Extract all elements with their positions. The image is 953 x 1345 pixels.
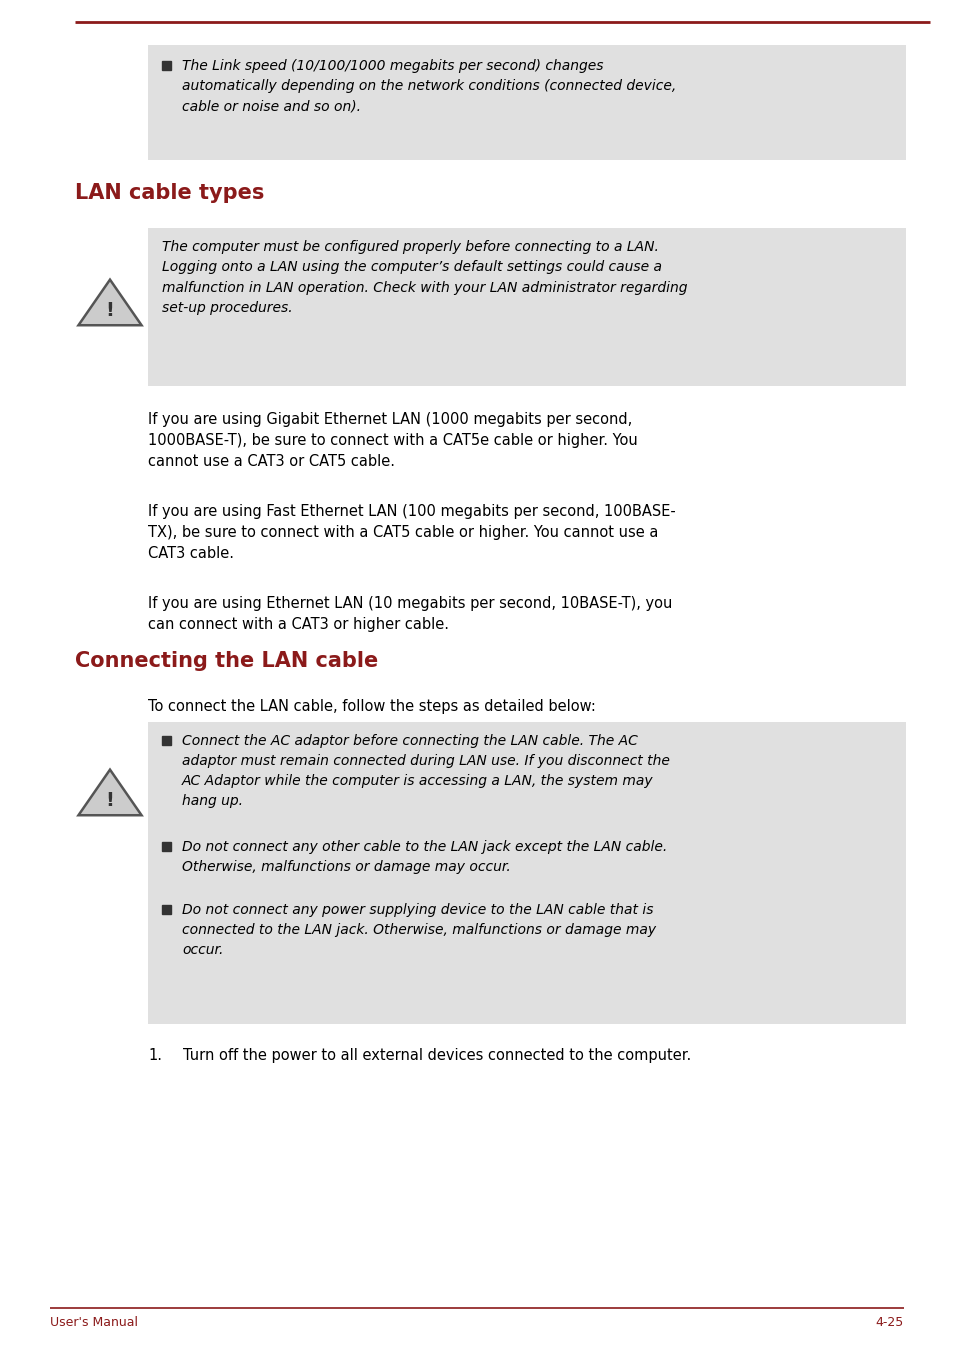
- FancyBboxPatch shape: [148, 229, 905, 386]
- Text: The computer must be configured properly before connecting to a LAN.
Logging ont: The computer must be configured properly…: [162, 239, 687, 315]
- Bar: [162, 842, 171, 851]
- Text: 1.: 1.: [148, 1048, 162, 1063]
- Text: The Link speed (10/100/1000 megabits per second) changes
automatically depending: The Link speed (10/100/1000 megabits per…: [182, 59, 676, 113]
- Bar: [162, 736, 171, 745]
- Text: Do not connect any power supplying device to the LAN cable that is
connected to : Do not connect any power supplying devic…: [182, 902, 656, 958]
- Text: To connect the LAN cable, follow the steps as detailed below:: To connect the LAN cable, follow the ste…: [148, 699, 596, 714]
- Text: Connect the AC adaptor before connecting the LAN cable. The AC
adaptor must rema: Connect the AC adaptor before connecting…: [182, 734, 669, 808]
- Polygon shape: [78, 280, 141, 325]
- Text: If you are using Gigabit Ethernet LAN (1000 megabits per second,
1000BASE-T), be: If you are using Gigabit Ethernet LAN (1…: [148, 412, 638, 469]
- FancyBboxPatch shape: [148, 44, 905, 160]
- Text: 4-25: 4-25: [875, 1315, 903, 1329]
- Bar: [162, 61, 171, 70]
- Text: Do not connect any other cable to the LAN jack except the LAN cable.
Otherwise, : Do not connect any other cable to the LA…: [182, 841, 666, 874]
- Text: If you are using Fast Ethernet LAN (100 megabits per second, 100BASE-
TX), be su: If you are using Fast Ethernet LAN (100 …: [148, 504, 675, 561]
- Text: Turn off the power to all external devices connected to the computer.: Turn off the power to all external devic…: [183, 1048, 691, 1063]
- FancyBboxPatch shape: [148, 722, 905, 1024]
- Polygon shape: [78, 769, 141, 815]
- Text: User's Manual: User's Manual: [50, 1315, 138, 1329]
- Text: If you are using Ethernet LAN (10 megabits per second, 10BASE-T), you
can connec: If you are using Ethernet LAN (10 megabi…: [148, 596, 672, 632]
- Text: !: !: [106, 791, 114, 810]
- Text: !: !: [106, 301, 114, 320]
- Bar: [162, 905, 171, 915]
- Text: Connecting the LAN cable: Connecting the LAN cable: [75, 651, 377, 671]
- Text: LAN cable types: LAN cable types: [75, 183, 264, 203]
